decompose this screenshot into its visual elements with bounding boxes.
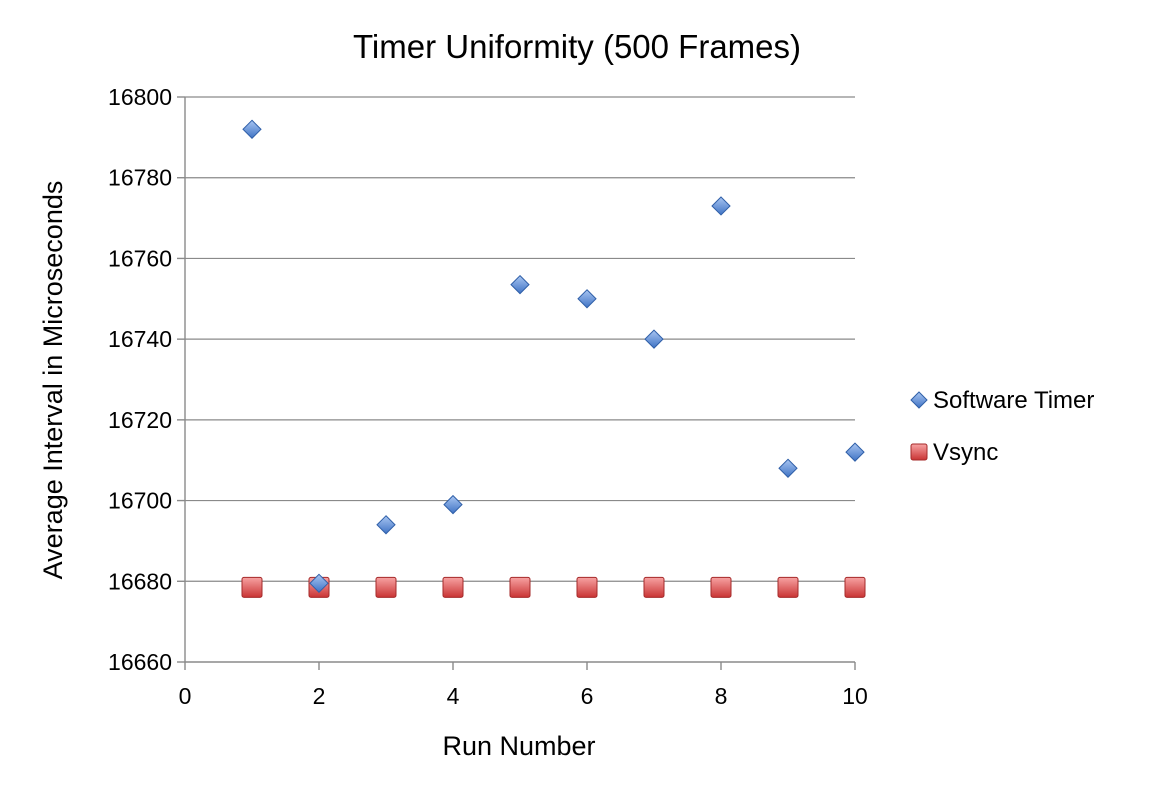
legend-software-timer-label: Software Timer (933, 387, 1094, 414)
software-timer-point (577, 289, 597, 309)
y-tick-label: 16660 (108, 649, 172, 675)
software-timer-point (845, 442, 865, 462)
software-timer-point (711, 196, 731, 216)
x-tick-label: 8 (715, 683, 728, 709)
y-tick-label: 16700 (108, 488, 172, 514)
legend: Software Timer Vsync (910, 387, 1094, 466)
vsync-point (509, 576, 531, 598)
x-tick-label: 0 (179, 683, 192, 709)
software-timer-point (644, 329, 664, 349)
chart-title: Timer Uniformity (500 Frames) (353, 28, 801, 65)
vsync-point (375, 576, 397, 598)
vsync-point (442, 576, 464, 598)
x-axis-label: Run Number (442, 731, 595, 761)
y-tick-label: 16760 (108, 245, 172, 271)
software-timer-point (443, 494, 463, 515)
vsync-point (643, 576, 665, 598)
y-tick-label: 16800 (108, 84, 172, 110)
y-tick-label: 16720 (108, 407, 172, 433)
vsync-point (844, 576, 866, 598)
x-tick-label: 2 (313, 683, 326, 709)
software-timer-point (376, 515, 396, 535)
x-tick-label: 10 (842, 683, 868, 709)
y-tick-label: 16740 (108, 326, 172, 352)
y-tick-label: 16780 (108, 165, 172, 191)
vsync-point (576, 576, 598, 598)
vsync-point (241, 576, 263, 598)
y-axis-label: Average Interval in Microseconds (38, 181, 68, 580)
data-points (241, 119, 866, 598)
gridlines (185, 96, 855, 582)
legend-vsync-label: Vsync (933, 439, 998, 466)
axes (177, 96, 856, 670)
x-tick-labels: 0 2 4 6 8 10 (179, 683, 868, 709)
vsync-point (777, 576, 799, 598)
legend-software-timer-marker (910, 391, 928, 409)
legend-vsync-marker (910, 443, 928, 461)
x-tick-label: 4 (447, 683, 460, 709)
x-tick-label: 6 (581, 683, 594, 709)
y-tick-label: 16680 (108, 568, 172, 594)
software-timer-point (510, 274, 530, 295)
software-timer-point (242, 119, 262, 139)
y-tick-labels: 16660 16680 16700 16720 16740 16760 16780 16800 (108, 84, 172, 675)
software-timer-point (778, 458, 798, 478)
vsync-point (710, 576, 732, 598)
software-timer-point (309, 573, 329, 594)
